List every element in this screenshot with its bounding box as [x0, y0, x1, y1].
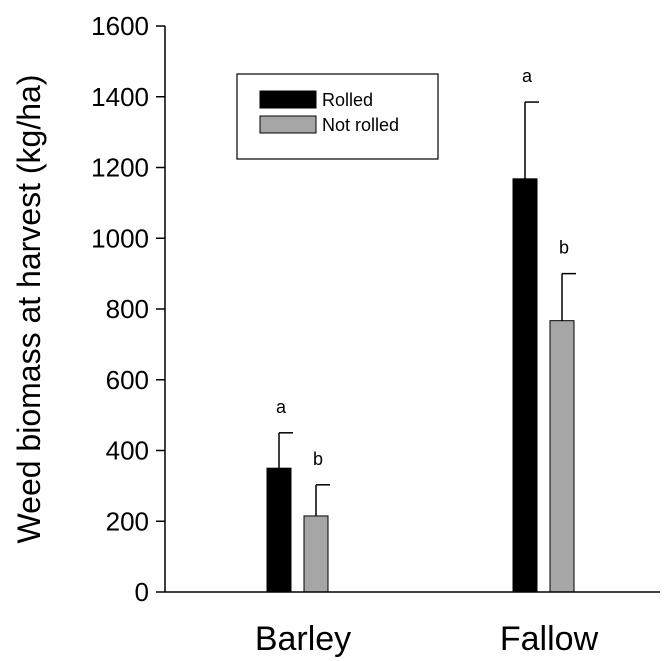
legend-swatch-rolled — [259, 90, 317, 109]
x-axis-categories: Barley Fallow — [255, 620, 599, 658]
y-tick-label: 200 — [106, 506, 149, 536]
bar-barley-rolled — [266, 467, 292, 593]
y-tick-label: 1400 — [91, 82, 149, 112]
y-tick-label: 0 — [135, 577, 149, 607]
y-tick-label: 1000 — [91, 223, 149, 253]
y-axis-title-group: Weed biomass at harvest (kg/ha) — [11, 75, 47, 544]
legend: Rolled Not rolled — [236, 73, 439, 160]
significance-label-fallow-rolled: a — [522, 66, 533, 86]
bar-fallow-rolled — [512, 178, 538, 593]
error-bars — [278, 101, 576, 516]
bar-barley-not-rolled — [303, 515, 329, 593]
y-tick-label: 1200 — [91, 153, 149, 183]
significance-labels: a a b b — [276, 66, 569, 469]
y-tick-label: 400 — [106, 436, 149, 466]
x-category-label-barley: Barley — [255, 620, 351, 658]
y-axis-title: Weed biomass at harvest (kg/ha) — [11, 75, 47, 544]
significance-label-fallow-not-rolled: b — [559, 238, 569, 258]
y-tick-label: 600 — [106, 365, 149, 395]
y-tick-label: 1600 — [91, 11, 149, 41]
bars — [266, 178, 575, 593]
legend-swatch-not-rolled — [259, 115, 317, 134]
significance-label-barley-rolled: a — [276, 397, 287, 417]
bar-fallow-not-rolled — [549, 320, 575, 593]
x-category-label-fallow: Fallow — [500, 620, 599, 658]
y-tick-label: 800 — [106, 294, 149, 324]
significance-label-barley-not-rolled: b — [313, 449, 323, 469]
legend-label-rolled: Rolled — [322, 90, 373, 110]
y-axis-ticks: 0 200 400 600 800 1000 1200 1400 1600 — [91, 11, 165, 607]
legend-label-not-rolled: Not rolled — [322, 115, 399, 135]
